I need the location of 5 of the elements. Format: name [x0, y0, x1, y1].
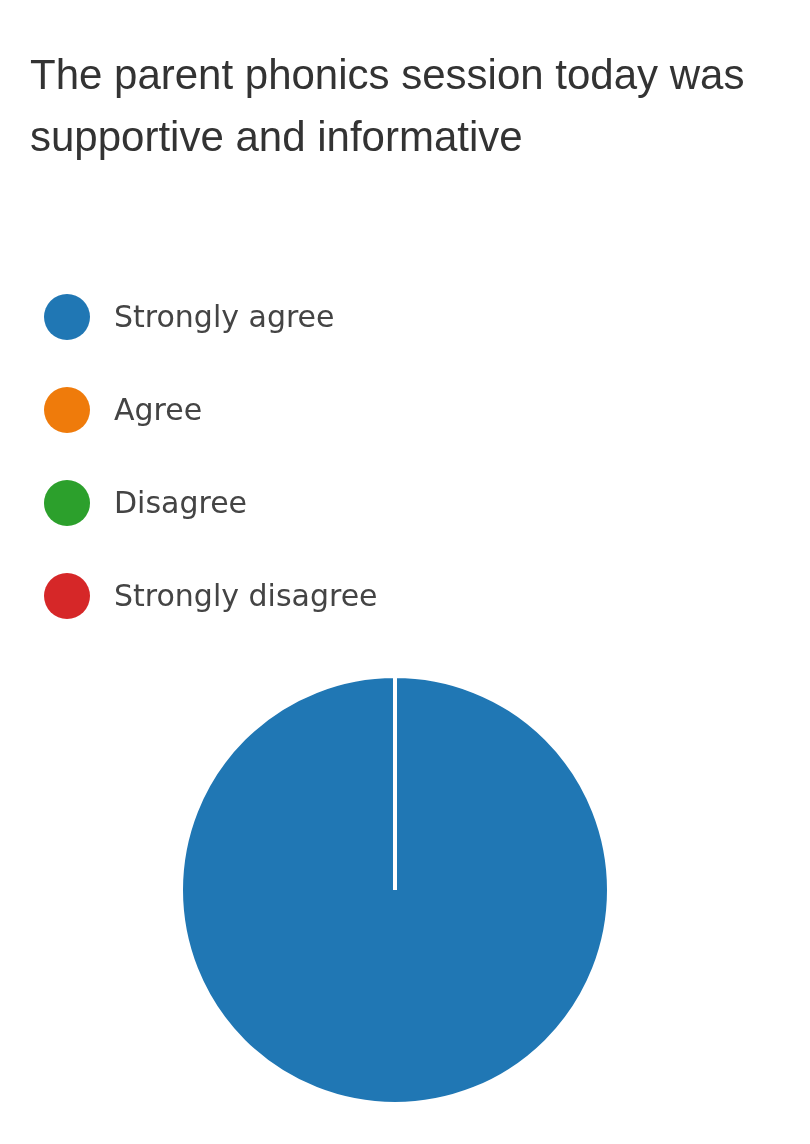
- chart-title: The parent phonics session today was supportive and informative: [30, 50, 746, 162]
- legend-label: Strongly agree: [114, 299, 335, 334]
- legend-label: Agree: [114, 392, 203, 427]
- legend-label: Strongly disagree: [114, 578, 378, 613]
- legend-label: Disagree: [114, 485, 248, 520]
